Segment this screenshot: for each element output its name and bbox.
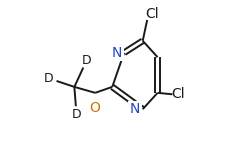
Text: N: N (130, 102, 140, 116)
Text: D: D (44, 72, 53, 85)
Text: D: D (81, 54, 91, 67)
Text: Cl: Cl (144, 7, 158, 21)
Text: D: D (71, 108, 81, 121)
Text: O: O (89, 101, 100, 115)
Text: N: N (111, 46, 121, 60)
Text: Cl: Cl (171, 87, 184, 101)
